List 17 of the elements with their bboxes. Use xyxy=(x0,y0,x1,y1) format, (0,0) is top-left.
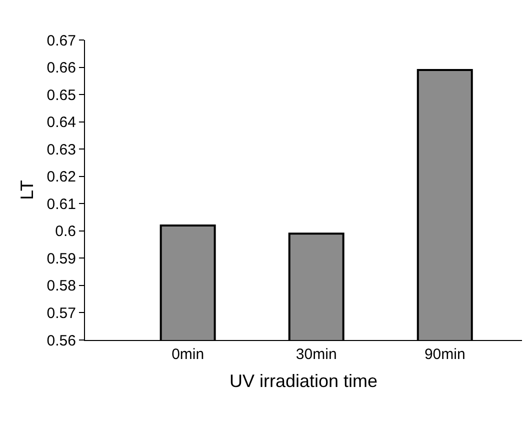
y-tick-label: 0.58 xyxy=(46,278,76,295)
y-tick-label: 0.6 xyxy=(55,223,76,240)
y-tick-label: 0.62 xyxy=(46,168,76,186)
x-tick-label: 90min xyxy=(424,346,466,363)
y-tick-label: 0.63 xyxy=(46,141,76,158)
y-tick-label: 0.64 xyxy=(46,114,76,132)
y-tick-label: 0.66 xyxy=(46,60,76,77)
y-tick-label: 0.61 xyxy=(46,196,76,213)
y-axis-title: LT xyxy=(16,180,37,200)
y-tick-label: 0.57 xyxy=(46,304,76,322)
y-tick-label: 0.65 xyxy=(46,86,76,104)
y-tick-label: 0.67 xyxy=(46,32,76,50)
y-tick-label: 0.56 xyxy=(46,332,76,350)
x-tick-label: 30min xyxy=(296,346,337,363)
y-tick-label: 0.59 xyxy=(46,250,76,268)
x-axis-title: UV irradiation time xyxy=(229,371,378,392)
x-tick-label: 0min xyxy=(172,346,204,363)
